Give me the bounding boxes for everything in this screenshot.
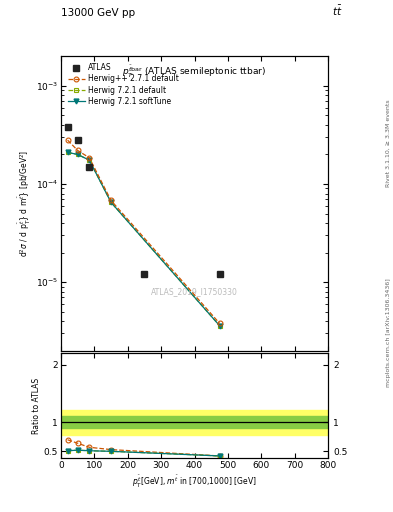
Herwig 7.2.1 default	[65, 150, 70, 156]
Text: mcplots.cern.ch [arXiv:1306.3436]: mcplots.cern.ch [arXiv:1306.3436]	[386, 279, 391, 387]
Text: 13000 GeV pp: 13000 GeV pp	[61, 8, 135, 18]
Herwig++ 2.7.1 default	[108, 197, 114, 203]
Line: ATLAS: ATLAS	[64, 124, 223, 278]
Herwig++ 2.7.1 default	[65, 137, 70, 143]
Text: ATLAS_2019_I1750330: ATLAS_2019_I1750330	[151, 287, 238, 296]
Legend: ATLAS, Herwig++ 2.7.1 default, Herwig 7.2.1 default, Herwig 7.2.1 softTune: ATLAS, Herwig++ 2.7.1 default, Herwig 7.…	[65, 60, 182, 109]
ATLAS	[65, 124, 70, 130]
Herwig++ 2.7.1 default	[87, 155, 92, 161]
Text: $t\bar{t}$: $t\bar{t}$	[332, 4, 343, 18]
Herwig 7.2.1 softTune	[75, 152, 80, 158]
Herwig 7.2.1 softTune	[217, 323, 222, 329]
Line: Herwig++ 2.7.1 default: Herwig++ 2.7.1 default	[65, 138, 222, 326]
Herwig 7.2.1 default	[87, 157, 92, 163]
ATLAS	[217, 271, 222, 278]
Y-axis label: d$^2\sigma$ / d p$_T^{\bar{t}}$} d m$^{\bar{t}}$} [pb/GeV$^2$]: d$^2\sigma$ / d p$_T^{\bar{t}}$} d m$^{\…	[17, 150, 33, 257]
Bar	[61, 410, 328, 435]
Herwig++ 2.7.1 default	[217, 321, 222, 327]
Herwig 7.2.1 softTune	[108, 199, 114, 205]
X-axis label: $p_T^{\bar{t}}$[GeV], $m^{\bar{t}}$ in [700,1000] [GeV]: $p_T^{\bar{t}}$[GeV], $m^{\bar{t}}$ in […	[132, 474, 257, 490]
Herwig++ 2.7.1 default	[75, 147, 80, 154]
Y-axis label: Ratio to ATLAS: Ratio to ATLAS	[32, 378, 41, 434]
ATLAS	[142, 271, 147, 278]
Bar	[61, 416, 328, 428]
Herwig 7.2.1 softTune	[65, 150, 70, 156]
Herwig 7.2.1 softTune	[87, 157, 92, 163]
Line: Herwig 7.2.1 softTune: Herwig 7.2.1 softTune	[65, 150, 222, 328]
Text: $p_T^{\bar{t}\mathrm{bar}}$ (ATLAS semileptonic ttbar): $p_T^{\bar{t}\mathrm{bar}}$ (ATLAS semil…	[123, 63, 266, 80]
Herwig 7.2.1 default	[217, 323, 222, 329]
Line: Herwig 7.2.1 default: Herwig 7.2.1 default	[65, 150, 222, 328]
Text: Rivet 3.1.10, ≥ 3.3M events: Rivet 3.1.10, ≥ 3.3M events	[386, 99, 391, 187]
ATLAS	[87, 164, 92, 170]
Herwig 7.2.1 default	[108, 199, 114, 205]
Herwig 7.2.1 default	[75, 152, 80, 158]
ATLAS	[75, 137, 80, 143]
